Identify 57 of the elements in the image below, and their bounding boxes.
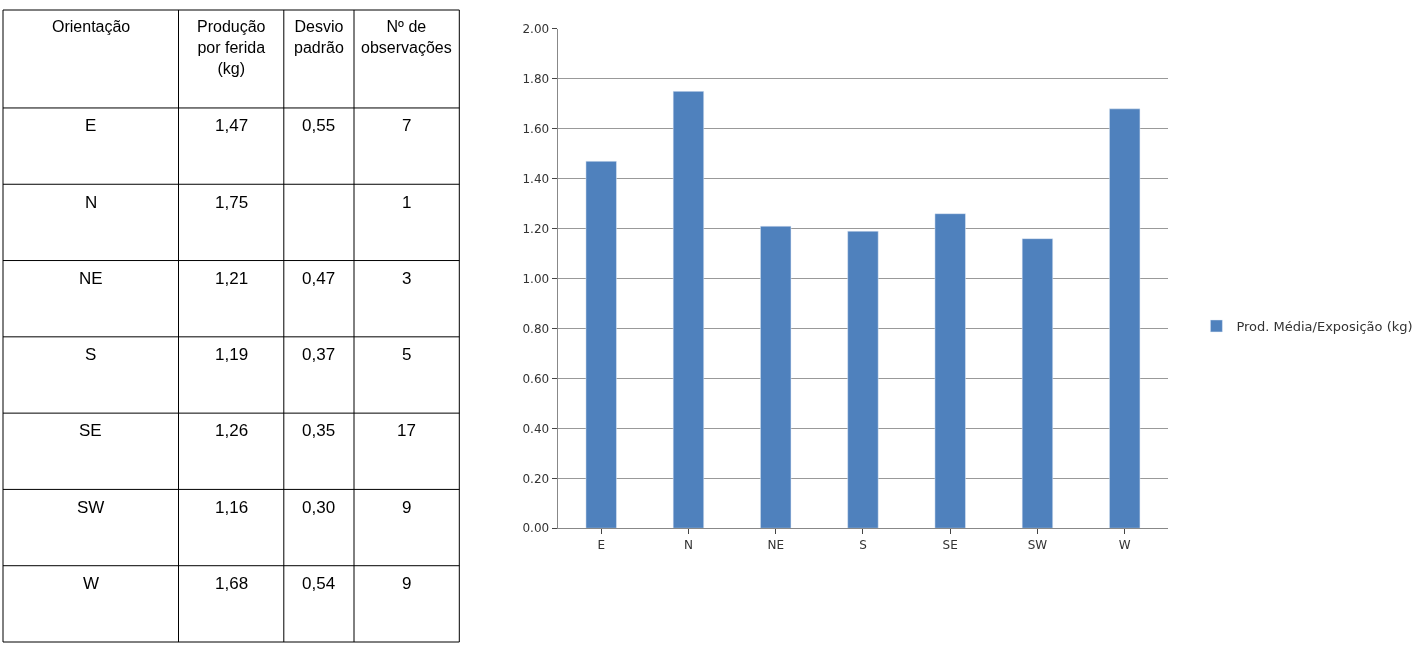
text: 9 bbox=[402, 498, 412, 517]
text: 3 bbox=[402, 269, 412, 288]
y-tick-label: 1.80 bbox=[522, 72, 550, 87]
x-tick-label: SW bbox=[1027, 537, 1048, 552]
x-tick-label: N bbox=[683, 537, 693, 552]
bar bbox=[760, 225, 792, 529]
bar bbox=[672, 91, 704, 529]
text: 1 bbox=[402, 193, 412, 212]
text: 1,19 bbox=[215, 345, 249, 364]
text: 0,55 bbox=[302, 116, 336, 135]
y-tick-label: 1.00 bbox=[522, 271, 550, 286]
text: SW bbox=[77, 498, 105, 517]
text: 7 bbox=[402, 116, 412, 135]
x-tick-label: SE bbox=[942, 537, 958, 552]
text: N bbox=[85, 193, 98, 212]
y-tick-label: 2.00 bbox=[522, 22, 550, 37]
text: 0,30 bbox=[302, 498, 336, 517]
x-tick-label: E bbox=[597, 537, 605, 552]
text: Nº de observações bbox=[361, 18, 452, 56]
y-tick-label: 0.20 bbox=[522, 471, 550, 486]
x-tick-label: S bbox=[859, 537, 867, 552]
legend-label: Prod. Média/Exposição (kg) bbox=[1236, 319, 1413, 335]
y-tick-label: 0.00 bbox=[522, 521, 550, 536]
text: W bbox=[83, 574, 100, 593]
text: Produção por ferida (kg) bbox=[197, 18, 266, 77]
bar bbox=[934, 213, 966, 529]
text: NE bbox=[79, 269, 103, 288]
text: 5 bbox=[402, 345, 412, 364]
text: S bbox=[85, 345, 97, 364]
text: 1,47 bbox=[215, 116, 249, 135]
bar bbox=[1021, 238, 1053, 529]
text: 0,37 bbox=[302, 345, 336, 364]
text: Desvio padrão bbox=[294, 18, 344, 56]
text: 0,47 bbox=[302, 269, 336, 288]
text: Orientação bbox=[52, 18, 131, 35]
y-tick-label: 1.20 bbox=[522, 221, 550, 236]
text: 1,75 bbox=[215, 193, 249, 212]
y-tick-label: 1.60 bbox=[522, 122, 550, 137]
y-tick-label: 0.60 bbox=[522, 371, 550, 386]
text: 17 bbox=[397, 421, 416, 440]
text: 9 bbox=[402, 574, 412, 593]
text: SE bbox=[79, 421, 102, 440]
text: 1,68 bbox=[215, 574, 249, 593]
y-tick-label: 0.40 bbox=[522, 421, 550, 436]
text: 0,35 bbox=[302, 421, 336, 440]
text: 1,16 bbox=[215, 498, 249, 517]
text: 0,54 bbox=[302, 574, 336, 593]
bar bbox=[847, 230, 879, 529]
x-tick-label: W bbox=[1118, 537, 1131, 552]
y-tick-label: 0.80 bbox=[522, 321, 550, 336]
x-tick-label: NE bbox=[767, 537, 784, 552]
bar bbox=[1109, 108, 1141, 529]
text: 1,21 bbox=[215, 269, 249, 288]
bar bbox=[585, 161, 617, 529]
text: 1,26 bbox=[215, 421, 249, 440]
y-tick-label: 1.40 bbox=[522, 171, 550, 186]
text: E bbox=[85, 116, 97, 135]
